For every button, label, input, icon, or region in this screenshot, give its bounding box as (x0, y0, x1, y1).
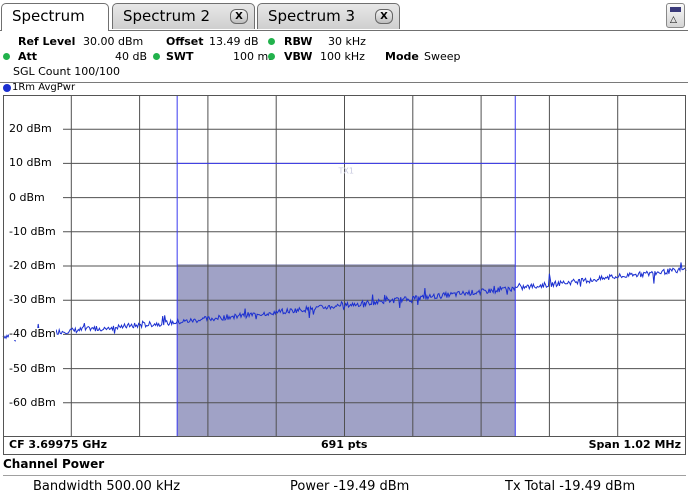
close-icon[interactable]: X (230, 9, 248, 24)
span-value[interactable]: Span 1.02 MHz (588, 438, 681, 451)
trace-info-bar (0, 82, 688, 95)
y-tick-label: -10 dBm (9, 224, 56, 238)
diagram-footer: CF 3.69975 GHz 691 pts Span 1.02 MHz (3, 437, 686, 455)
rbw-label: RBW (284, 35, 313, 48)
y-tick-label: -60 dBm (9, 395, 56, 409)
sweep-points: 691 pts (321, 438, 368, 451)
status-dot (153, 53, 160, 60)
tab-spectrum[interactable]: Spectrum (1, 3, 109, 31)
trace-label[interactable]: 1Rm AvgPwr (12, 82, 76, 93)
tx-total-result: Tx Total -19.49 dBm (505, 479, 636, 494)
tab-label: Spectrum 2 (123, 7, 210, 25)
y-tick-label: -20 dBm (9, 259, 56, 272)
tab-spectrum-2[interactable]: Spectrum 2 X (112, 3, 255, 29)
spectrum-diagram[interactable]: TX1 (0, 95, 687, 437)
tab-bar: Spectrum Spectrum 2 X Spectrum 3 X △ (0, 0, 688, 31)
rbw-value[interactable]: 30 kHz (328, 35, 366, 48)
y-tick-label: -50 dBm (9, 361, 56, 375)
swt-label: SWT (166, 50, 194, 63)
bandwidth-result: Bandwidth 500.00 kHz (33, 479, 181, 494)
sgl-count: SGL Count 100/100 (13, 65, 120, 78)
tab-label: Spectrum (12, 7, 85, 25)
y-tick-label: 10 dBm (9, 156, 52, 170)
offset-value[interactable]: 13.49 dB (209, 35, 259, 48)
att-label: Att (18, 50, 38, 63)
status-dot (268, 53, 275, 60)
ref-level-value[interactable]: 30.00 dBm (83, 35, 144, 48)
ref-level-label: Ref Level (18, 35, 76, 48)
y-tick-label: 20 dBm (9, 122, 52, 136)
center-frequency[interactable]: CF 3.69975 GHz (9, 438, 107, 451)
warning-triangle-icon: △ (670, 15, 677, 25)
y-tick-label: 0 dBm (9, 190, 45, 204)
vbw-label: VBW (284, 50, 313, 63)
trace-color-icon (3, 84, 11, 92)
status-dot (3, 53, 10, 60)
channel-power-title: Channel Power (3, 457, 105, 471)
offset-label: Offset (166, 35, 204, 48)
battery-warning-icon[interactable]: △ (666, 3, 685, 28)
trace-1-avgpwr (2, 262, 687, 343)
vbw-value[interactable]: 100 kHz (320, 50, 365, 63)
tx-display-line-label: TX1 (337, 166, 353, 175)
status-dot (268, 38, 275, 45)
tab-label: Spectrum 3 (268, 7, 355, 25)
battery-icon (670, 7, 681, 12)
diagram-frame (3, 95, 686, 437)
att-value[interactable]: 40 dB (115, 50, 148, 63)
y-tick-label: -40 dBm (9, 327, 56, 341)
channel-power-results: Bandwidth 500.00 kHz Power -19.49 dBm Tx… (3, 475, 686, 498)
mode-value[interactable]: Sweep (424, 50, 461, 63)
channel-power-area (177, 264, 516, 437)
y-tick-label: -30 dBm (9, 293, 56, 307)
swt-value[interactable]: 100 ms (233, 50, 274, 63)
close-icon[interactable]: X (375, 9, 393, 24)
tab-spectrum-3[interactable]: Spectrum 3 X (257, 3, 400, 29)
mode-label: Mode (385, 50, 419, 63)
power-result: Power -19.49 dBm (290, 479, 410, 494)
